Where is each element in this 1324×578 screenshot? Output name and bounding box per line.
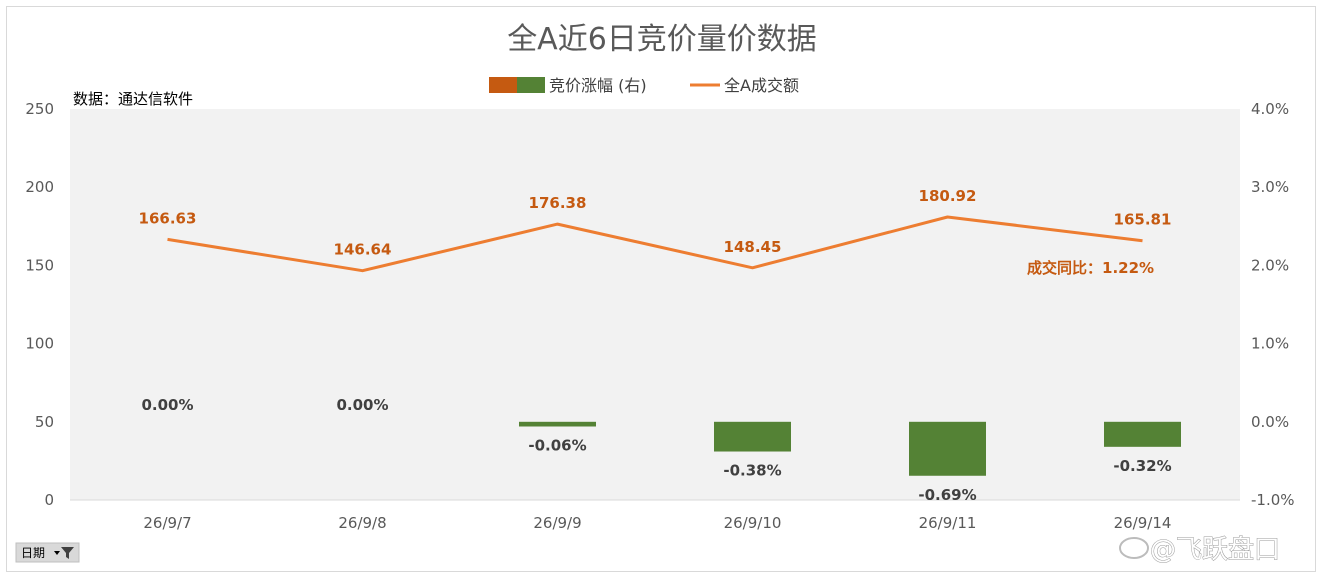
data-source: 数据：通达信软件 — [73, 90, 193, 108]
date-filter-button[interactable]: 日期 — [15, 542, 80, 563]
bar — [909, 421, 986, 476]
legend-bar-swatch-b — [517, 77, 545, 93]
line-data-label: 146.64 — [334, 241, 392, 259]
line-path — [167, 215, 1143, 273]
line-data-label: 176.38 — [529, 194, 587, 212]
left-tick-label: 250 — [25, 100, 54, 118]
line-data-label: 165.81 — [1114, 211, 1172, 229]
left-tick-label: 200 — [25, 178, 54, 196]
dropdown-arrow-icon[interactable] — [54, 551, 60, 555]
watermark-text: @飞跃盘口 — [1150, 535, 1280, 565]
x-tick-label: 26/9/10 — [724, 514, 782, 532]
legend-bar-label: 竞价涨幅 (右) — [549, 76, 647, 95]
legend: 竞价涨幅 (右) 全A成交额 — [489, 76, 799, 95]
bar-data-label: -0.06% — [528, 436, 586, 454]
watermark: @飞跃盘口 — [1119, 535, 1281, 566]
line-data-label: 180.92 — [919, 187, 977, 205]
data-labels: 0.00% 0.00% -0.06% -0.38% -0.69% -0.32% 166.63… — [139, 187, 1172, 504]
right-tick-label: 4.0% — [1251, 100, 1289, 118]
bar — [1104, 421, 1181, 447]
bar — [519, 421, 596, 427]
bar-data-label: 0.00% — [141, 396, 193, 414]
bar-series — [519, 421, 1181, 476]
plot-area — [70, 109, 1240, 500]
right-axis: -1.0% 0.0% 1.0% 2.0% 3.0% 4.0% — [1251, 100, 1295, 509]
x-tick-label: 26/9/8 — [338, 514, 386, 532]
x-tick-label: 26/9/14 — [1114, 514, 1172, 532]
right-tick-label: 1.0% — [1251, 335, 1289, 353]
x-tick-label: 26/9/9 — [533, 514, 581, 532]
line-data-label: 148.45 — [724, 238, 782, 256]
volume-yoy-note: 成交同比：1.22% — [1027, 259, 1154, 277]
left-tick-label: 100 — [25, 335, 54, 353]
legend-line-label: 全A成交额 — [724, 76, 799, 95]
x-axis: 26/9/7 26/9/8 26/9/9 26/9/10 26/9/11 26/9/14 — [143, 514, 1171, 532]
left-tick-label: 0 — [44, 491, 54, 509]
bar-data-label: -0.69% — [918, 486, 976, 504]
line-data-label: 166.63 — [139, 209, 197, 227]
left-tick-label: 50 — [35, 413, 54, 431]
left-tick-label: 150 — [25, 256, 54, 274]
x-tick-label: 26/9/11 — [919, 514, 977, 532]
date-filter-button-label[interactable]: 日期 — [21, 546, 45, 560]
line-series — [167, 215, 1143, 273]
weibo-logo-icon — [1119, 537, 1149, 559]
right-tick-label: -1.0% — [1251, 491, 1295, 509]
left-axis: 0 50 100 150 200 250 — [25, 100, 54, 509]
bar-data-label: -0.38% — [723, 462, 781, 480]
right-tick-label: 3.0% — [1251, 178, 1289, 196]
filter-funnel-icon[interactable] — [61, 547, 74, 559]
x-tick-label: 26/9/7 — [143, 514, 191, 532]
bar-data-label: 0.00% — [336, 396, 388, 414]
chart-title: 全A近6日竞价量价数据 — [507, 22, 817, 57]
legend-bar-swatch-a — [489, 77, 517, 93]
right-tick-label: 2.0% — [1251, 256, 1289, 274]
right-tick-label: 0.0% — [1251, 413, 1289, 431]
bar — [714, 421, 791, 452]
bar-data-label: -0.32% — [1113, 457, 1171, 475]
